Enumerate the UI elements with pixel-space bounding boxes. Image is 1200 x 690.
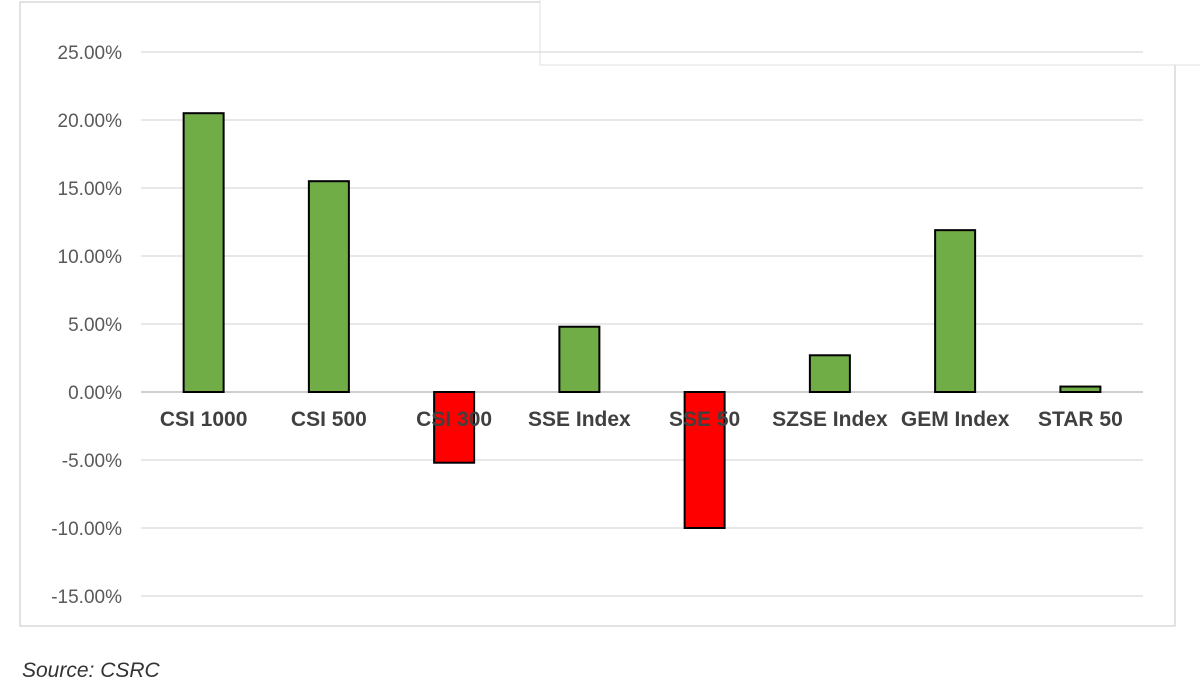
category-label: CSI 500 (291, 408, 367, 431)
y-tick-label: -10.00% (51, 519, 122, 540)
y-tick-label: 15.00% (58, 179, 123, 200)
y-tick-label: -5.00% (62, 451, 122, 472)
bar (182, 112, 225, 393)
category-label: CSI 300 (416, 408, 492, 431)
bar (934, 229, 977, 393)
y-tick-label: 10.00% (58, 247, 123, 268)
category-labels: CSI 1000 CSI 500 CSI 300 SSE Index SSE 50 SZS… (160, 408, 1123, 431)
bar (683, 391, 726, 529)
bars (182, 112, 1102, 529)
category-label: SSE 50 (669, 408, 740, 431)
overlay-panel (539, 0, 1200, 66)
y-axis-tick-labels: 25.00% 20.00% 15.00% 10.00% 5.00% 0.00% -5.00%… (51, 43, 122, 608)
bar (433, 391, 476, 464)
y-tick-label: 25.00% (58, 43, 123, 64)
y-tick-label: 20.00% (58, 111, 123, 132)
category-label: SZSE Index (772, 408, 888, 431)
bar (307, 180, 350, 393)
category-label: SSE Index (528, 408, 631, 431)
y-tick-label: 5.00% (68, 315, 122, 336)
y-tick-label: 0.00% (68, 383, 122, 404)
category-label: GEM Index (901, 408, 1010, 431)
category-label: STAR 50 (1038, 408, 1123, 431)
category-label: CSI 1000 (160, 408, 248, 431)
y-tick-label: -15.00% (51, 587, 122, 608)
bar (808, 354, 851, 393)
bar (1059, 385, 1102, 393)
bar (558, 325, 601, 393)
